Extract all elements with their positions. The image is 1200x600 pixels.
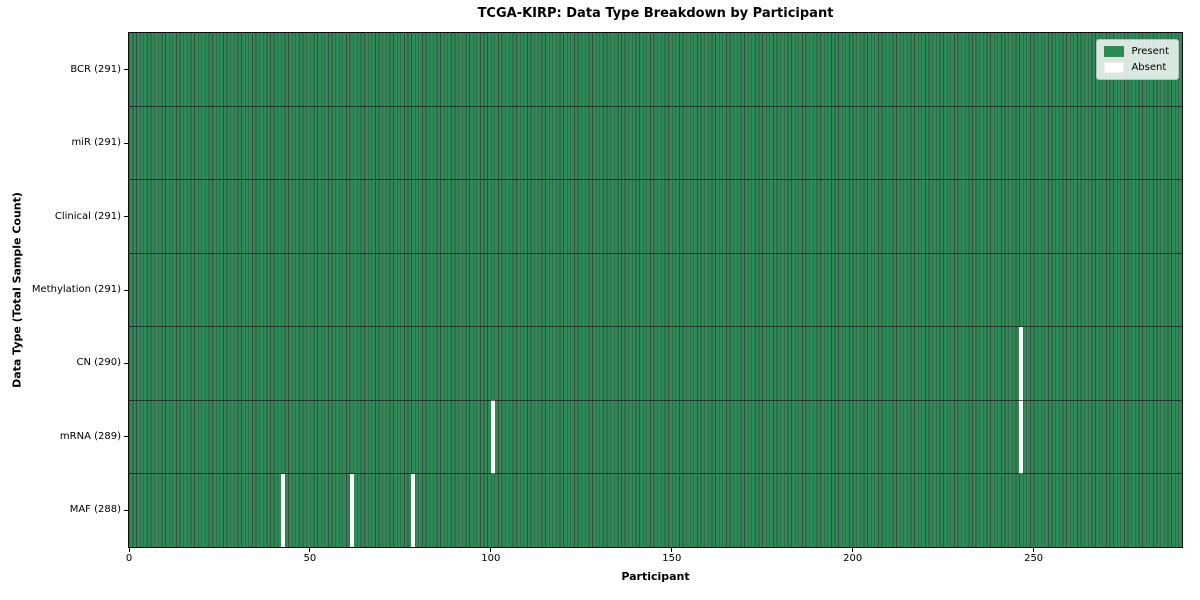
x-tick-label-0: 0 <box>125 553 133 564</box>
x-axis-label: Participant <box>621 570 690 583</box>
y-tick-mark <box>124 362 128 364</box>
legend-item-absent: Absent <box>1104 62 1169 73</box>
heatmap-row-miR <box>129 106 1182 180</box>
x-tick-label-50: 50 <box>303 553 317 564</box>
y-tick-label-miR: miR (291) <box>71 137 121 149</box>
legend-swatch-absent <box>1104 62 1125 73</box>
x-tick-mark <box>852 548 854 552</box>
x-tick-label-150: 150 <box>662 553 682 564</box>
legend-item-present: Present <box>1104 46 1169 57</box>
y-tick-label-MAF: MAF (288) <box>69 504 121 516</box>
row-divider <box>129 326 1182 328</box>
y-tick-mark <box>124 509 128 511</box>
x-tick-mark <box>1033 548 1035 552</box>
legend-label: Absent <box>1131 62 1167 73</box>
x-tick-mark <box>490 548 492 552</box>
absent-cell-MAF-61 <box>349 473 354 547</box>
chart-title: TCGA-KIRP: Data Type Breakdown by Partic… <box>477 6 834 21</box>
x-tick-mark <box>309 548 311 552</box>
y-tick-label-Methylation: Methylation (291) <box>31 284 121 295</box>
absent-cell-mRNA-246 <box>1019 400 1024 474</box>
absent-cell-MAF-78 <box>411 473 416 547</box>
row-divider <box>129 252 1182 254</box>
y-tick-mark <box>124 436 128 438</box>
x-tick-label-200: 200 <box>843 553 863 564</box>
x-tick-label-250: 250 <box>1024 553 1044 564</box>
row-divider <box>129 473 1182 475</box>
absent-cell-MAF-42 <box>280 473 285 547</box>
row-divider <box>129 399 1182 401</box>
row-divider <box>129 105 1182 107</box>
plot-area: Present Absent <box>128 32 1183 548</box>
y-tick-mark <box>124 69 128 71</box>
x-tick-mark <box>671 548 673 552</box>
absent-cell-CN-246 <box>1019 326 1024 401</box>
y-tick-label-mRNA: mRNA (289) <box>59 430 121 442</box>
y-tick-label-Clinical: Clinical (291) <box>54 210 121 222</box>
y-tick-label-CN: CN (290) <box>76 357 121 369</box>
y-tick-mark <box>124 216 128 218</box>
y-tick-mark <box>124 142 128 144</box>
y-tick-mark <box>124 289 128 291</box>
heatmap-row-Methylation <box>129 253 1182 327</box>
x-tick-mark <box>128 548 130 552</box>
heatmap-row-BCR <box>129 33 1182 107</box>
absent-cell-mRNA-100 <box>490 400 495 474</box>
heatmap-row-CN <box>129 326 1182 401</box>
heatmap-row-Clinical <box>129 179 1182 254</box>
heatmap-row-MAF <box>129 473 1182 547</box>
y-tick-label-BCR: BCR (291) <box>70 63 121 75</box>
row-divider <box>129 179 1182 181</box>
legend-swatch-present <box>1104 46 1125 57</box>
heatmap-row-mRNA <box>129 400 1182 474</box>
legend: Present Absent <box>1096 39 1179 80</box>
legend-label: Present <box>1131 46 1169 57</box>
x-tick-label-100: 100 <box>481 553 501 564</box>
